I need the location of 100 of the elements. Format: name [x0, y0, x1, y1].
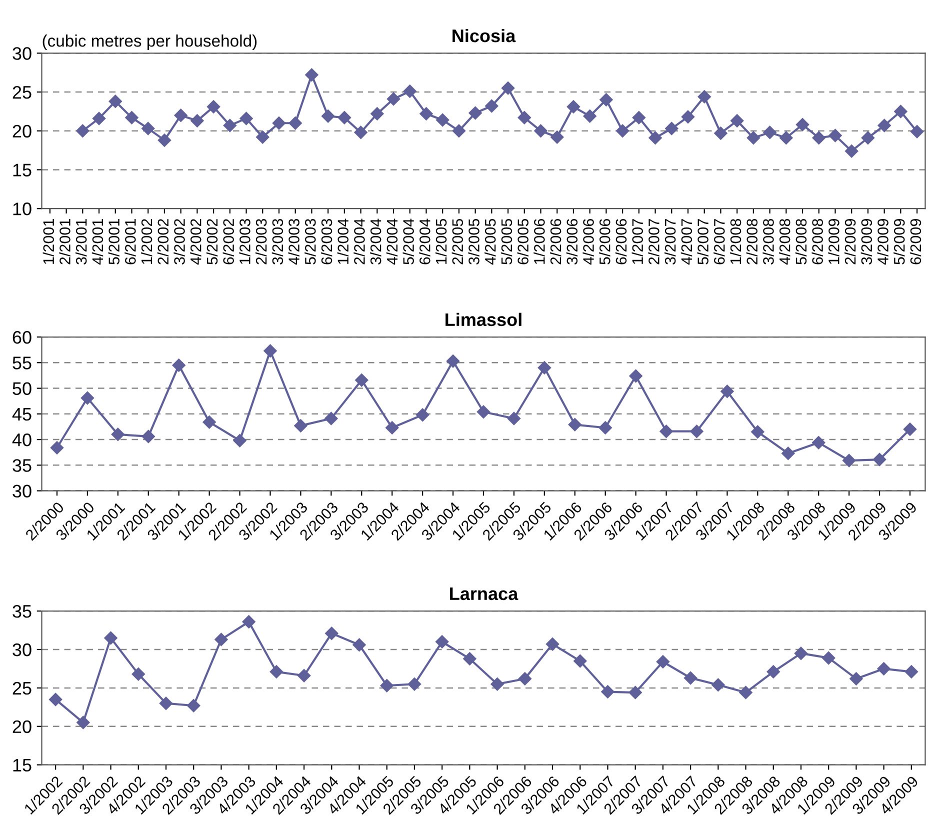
x-tick-label: 4/2004 — [386, 218, 398, 265]
x-tick-label: 1/2004 — [337, 218, 349, 264]
chart-title: Limassol — [446, 312, 522, 326]
point — [751, 425, 764, 438]
point — [452, 124, 466, 138]
x-tick-label: 4/2008 — [779, 218, 790, 265]
point — [338, 111, 352, 124]
x-tick-label: 2/2003 — [256, 218, 267, 264]
point — [206, 100, 220, 114]
point — [850, 672, 863, 686]
point — [566, 100, 580, 114]
point — [325, 626, 338, 640]
point — [632, 111, 646, 124]
point — [712, 678, 725, 692]
x-tick-label: 6/2003 — [320, 218, 332, 264]
point — [538, 361, 552, 374]
point — [142, 122, 155, 136]
point — [842, 454, 856, 468]
y-tick-label: 20 — [12, 124, 32, 138]
point — [794, 646, 808, 660]
point — [714, 126, 728, 140]
x-tick-label: 1/2006 — [534, 218, 545, 264]
point — [476, 405, 490, 418]
point — [766, 665, 780, 678]
point — [435, 635, 449, 648]
point — [507, 412, 521, 426]
point — [305, 68, 318, 82]
point — [690, 424, 704, 438]
point — [598, 421, 612, 434]
y-tick-label: 35 — [12, 604, 32, 618]
x-tick-label: 3/2009 — [860, 219, 872, 264]
point — [501, 82, 515, 95]
x-tick-label: 3/2006 — [566, 218, 578, 264]
point — [233, 434, 246, 448]
y-tick-label: 25 — [12, 682, 32, 695]
point — [294, 419, 308, 432]
x-tick-label: 4/2006 — [582, 218, 594, 265]
x-tick-label: 2/2008 — [746, 218, 758, 264]
point — [780, 131, 793, 144]
point — [878, 118, 891, 132]
x-tick-label: 2/2006 — [550, 218, 562, 264]
x-tick-label: 1/2003 — [239, 218, 250, 264]
point — [782, 446, 795, 460]
x-tick-label: 2/2001 — [59, 219, 70, 264]
point — [518, 111, 531, 124]
x-tick-label: 6/2004 — [419, 218, 430, 264]
point — [352, 638, 366, 652]
x-tick-label: 2/2002 — [157, 219, 169, 264]
point — [583, 110, 596, 123]
point — [174, 108, 188, 122]
point — [297, 669, 311, 682]
x-tick-label: 1/2008 — [730, 218, 742, 264]
point — [386, 92, 400, 106]
y-tick-label: 40 — [12, 433, 32, 446]
x-tick-label: 6/2006 — [615, 218, 627, 264]
point — [240, 112, 253, 126]
point — [125, 111, 138, 124]
point — [720, 384, 734, 398]
point — [104, 631, 118, 645]
y-tick-label: 10 — [13, 202, 32, 216]
y-tick-label: 30 — [12, 484, 32, 498]
y-axis-title: (cubic metres per household) — [42, 34, 257, 50]
x-tick-label: 2/2009 — [844, 219, 856, 264]
point — [202, 416, 216, 429]
point — [730, 114, 744, 128]
x-tick-label: 6/2001 — [124, 219, 136, 264]
point — [158, 134, 172, 147]
point — [80, 391, 94, 405]
point — [463, 652, 476, 666]
x-tick-label: 6/2005 — [517, 218, 528, 264]
y-tick-label: 25 — [12, 86, 32, 99]
point — [264, 344, 277, 358]
y-tick-label: 60 — [12, 330, 32, 344]
point — [698, 90, 711, 104]
point — [665, 122, 678, 136]
x-tick-label: 2/2004 — [354, 218, 365, 264]
x-tick-label: 1/2001 — [42, 219, 54, 264]
chart-title: Nicosia — [452, 28, 516, 42]
point — [656, 655, 670, 668]
point — [845, 144, 858, 158]
point — [812, 436, 826, 450]
x-tick-label: 4/2007 — [680, 219, 692, 265]
x-tick-label: 3/2007 — [664, 219, 676, 264]
point — [50, 441, 64, 454]
point — [828, 128, 842, 142]
x-tick-label: 6/2008 — [812, 218, 823, 264]
point — [681, 110, 695, 124]
point — [436, 113, 450, 127]
point — [910, 125, 924, 138]
point — [904, 665, 918, 678]
point — [468, 106, 482, 120]
y-tick-label: 30 — [12, 643, 32, 656]
x-tick-label: 5/2008 — [795, 218, 807, 264]
point — [48, 692, 62, 706]
point — [132, 668, 145, 681]
point — [796, 118, 810, 132]
x-tick-label: 4/2002 — [190, 219, 202, 265]
x-tick-label: 5/2001 — [108, 219, 120, 264]
point — [485, 99, 498, 113]
point — [550, 130, 564, 144]
